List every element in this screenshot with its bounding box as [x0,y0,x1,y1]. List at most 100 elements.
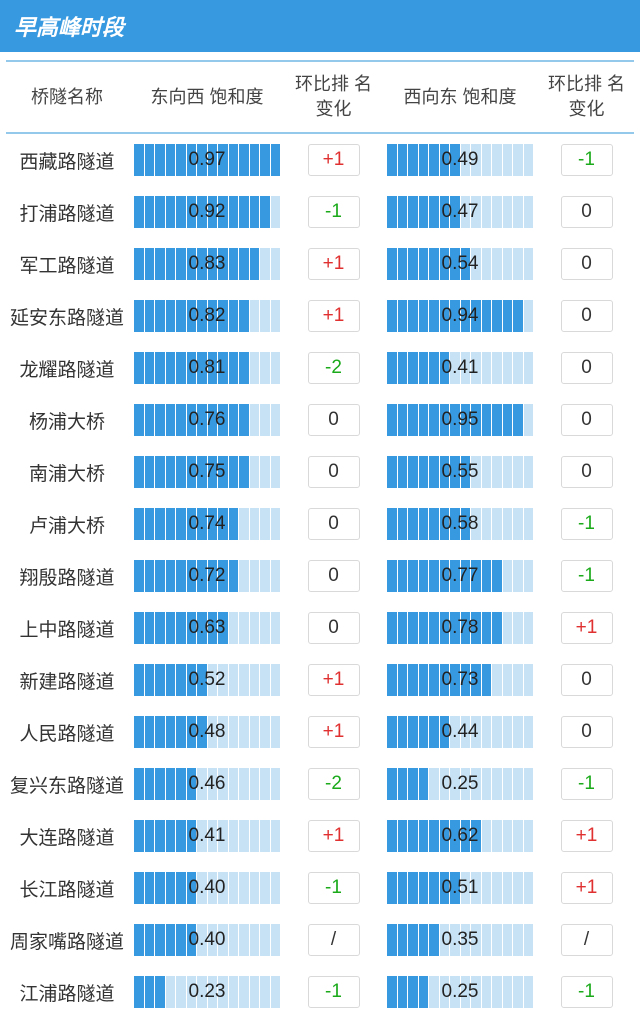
we-bar-cell: 0.41 [381,342,539,394]
saturation-value: 0.35 [442,929,479,951]
ew-bar-cell: 0.63 [128,602,286,654]
saturation-value: 0.44 [442,721,479,743]
delta-badge: 0 [561,300,613,332]
saturation-value: 0.97 [189,149,226,171]
we-bar-cell: 0.95 [381,394,539,446]
saturation-value: 0.73 [442,669,479,691]
table-row: 南浦大桥0.7500.550 [6,446,634,498]
we-delta-cell: 0 [539,394,634,446]
saturation-table: 桥隧名称 东向西 饱和度 环比排 名变化 西向东 饱和度 环比排 名变化 西藏路… [6,60,634,1018]
delta-badge: -1 [561,560,613,592]
ew-bar-cell: 0.76 [128,394,286,446]
ew-bar-cell: 0.40 [128,862,286,914]
bridge-name: 翔殷路隧道 [6,550,128,602]
saturation-value: 0.23 [189,981,226,1003]
we-delta-cell: -1 [539,966,634,1018]
ew-bar-cell: 0.83 [128,238,286,290]
saturation-value: 0.48 [189,721,226,743]
delta-badge: +1 [561,612,613,644]
table-row: 江浦路隧道 0.23 -1 0.25 -1 [6,966,634,1018]
saturation-value: 0.78 [442,617,479,639]
saturation-value: 0.25 [442,773,479,795]
saturation-bar: 0.97 [132,142,282,178]
table-row: 人民路隧道0.48+10.440 [6,706,634,758]
saturation-value: 0.63 [189,617,226,639]
saturation-bar: 0.63 [132,610,282,646]
saturation-value: 0.41 [442,357,479,379]
we-delta-cell: 0 [539,706,634,758]
saturation-value: 0.94 [442,305,479,327]
delta-badge: +1 [561,872,613,904]
we-bar-cell: 0.25 [381,758,539,810]
we-bar-cell: 0.47 [381,186,539,238]
saturation-value: 0.75 [189,461,226,483]
we-bar-cell: 0.94 [381,290,539,342]
we-bar-cell: 0.44 [381,706,539,758]
ew-delta-cell: +1 [286,134,381,186]
ew-bar-cell: 0.82 [128,290,286,342]
saturation-bar: 0.62 [385,818,535,854]
saturation-bar: 0.94 [385,298,535,334]
saturation-bar: 0.44 [385,714,535,750]
saturation-value: 0.47 [442,201,479,223]
ew-delta-cell: +1 [286,706,381,758]
ew-bar-cell: 0.92 [128,186,286,238]
we-bar-cell: 0.51 [381,862,539,914]
ew-bar-cell: 0.52 [128,654,286,706]
saturation-bar: 0.25 [385,974,535,1010]
we-delta-cell: +1 [539,602,634,654]
saturation-bar: 0.51 [385,870,535,906]
ew-delta-cell: +1 [286,810,381,862]
delta-badge: 0 [308,508,360,540]
ew-delta-cell: -1 [286,862,381,914]
saturation-bar: 0.74 [132,506,282,542]
table-container: 桥隧名称 东向西 饱和度 环比排 名变化 西向东 饱和度 环比排 名变化 西藏路… [0,52,640,1026]
bridge-name: 西藏路隧道 [6,134,128,186]
saturation-bar: 0.72 [132,558,282,594]
ew-bar-cell: 0.75 [128,446,286,498]
we-bar-cell: 0.77 [381,550,539,602]
delta-badge: -1 [308,196,360,228]
bridge-name: 打浦路隧道 [6,186,128,238]
saturation-value: 0.25 [442,981,479,1003]
table-row: 龙耀路隧道0.81-20.410 [6,342,634,394]
delta-badge: 0 [308,560,360,592]
bridge-name: 杨浦大桥 [6,394,128,446]
ew-delta-cell: -1 [286,966,381,1018]
delta-badge: 0 [561,716,613,748]
ew-delta-cell: 0 [286,602,381,654]
saturation-value: 0.83 [189,253,226,275]
table-row: 复兴东路隧道0.46-20.25-1 [6,758,634,810]
col-we-delta: 环比排 名变化 [539,60,634,134]
ew-delta-cell: 0 [286,498,381,550]
delta-badge: +1 [308,300,360,332]
saturation-bar: 0.92 [132,194,282,230]
delta-badge: +1 [308,664,360,696]
we-bar-cell: 0.58 [381,498,539,550]
ew-bar-cell: 0.81 [128,342,286,394]
col-we-sat: 西向东 饱和度 [381,60,539,134]
delta-badge: +1 [308,716,360,748]
ew-bar-cell: 0.48 [128,706,286,758]
delta-badge: -1 [561,768,613,800]
ew-delta-cell: 0 [286,394,381,446]
delta-badge: 0 [308,456,360,488]
col-ew-sat: 东向西 饱和度 [128,60,286,134]
we-delta-cell: -1 [539,550,634,602]
table-row: 延安东路隧道0.82 +1 0.94 0 [6,290,634,342]
saturation-bar: 0.54 [385,246,535,282]
we-bar-cell: 0.35 [381,914,539,966]
saturation-value: 0.55 [442,461,479,483]
saturation-value: 0.40 [189,929,226,951]
header-row: 桥隧名称 东向西 饱和度 环比排 名变化 西向东 饱和度 环比排 名变化 [6,60,634,134]
saturation-bar: 0.48 [132,714,282,750]
we-delta-cell: +1 [539,810,634,862]
bridge-name: 延安东路隧道 [6,290,128,342]
ew-bar-cell: 0.72 [128,550,286,602]
saturation-bar: 0.23 [132,974,282,1010]
bridge-name: 江浦路隧道 [6,966,128,1018]
bridge-name: 卢浦大桥 [6,498,128,550]
saturation-bar: 0.75 [132,454,282,490]
ew-delta-cell: +1 [286,238,381,290]
bridge-name: 南浦大桥 [6,446,128,498]
